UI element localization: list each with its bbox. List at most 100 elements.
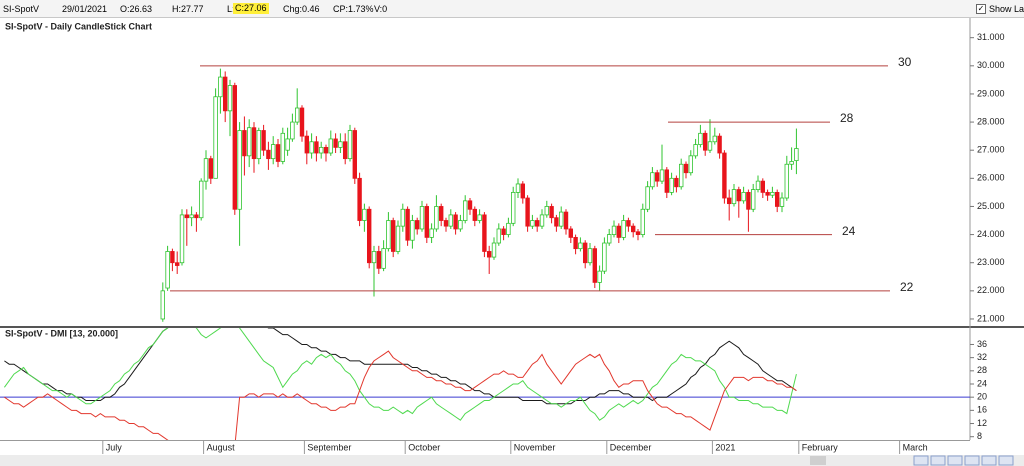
candle-body — [621, 220, 626, 238]
candle-body — [535, 220, 540, 227]
candle-body — [213, 96, 218, 179]
candle-body — [573, 236, 578, 250]
candle-body — [184, 214, 189, 219]
y-tick-label: 30.000 — [977, 60, 1005, 70]
candle-body — [520, 183, 525, 199]
candle-body — [563, 211, 569, 230]
candle-body — [318, 146, 324, 154]
symbol: SI-SpotV — [3, 4, 40, 14]
dmi-line — [4, 350, 797, 440]
y-tick-label: 24 — [977, 378, 987, 388]
candle-body — [722, 152, 727, 199]
candle-body — [179, 214, 185, 264]
candle-body — [544, 206, 549, 216]
candle-body — [429, 228, 434, 238]
candle-body — [679, 163, 684, 188]
candle-body — [693, 144, 698, 157]
candle-body — [189, 214, 194, 219]
candle-body — [746, 191, 751, 210]
dmi-line — [3, 328, 797, 421]
candle-body — [261, 130, 266, 151]
checkbox[interactable]: ✓ — [976, 4, 986, 14]
change-percent: CP:1.73% — [333, 4, 374, 14]
x-tick-label: March — [903, 442, 928, 452]
candle-body — [486, 251, 492, 258]
y-tick-label: 32 — [977, 352, 987, 362]
candle-body — [707, 141, 713, 151]
candle-body — [530, 220, 535, 227]
candle-body — [616, 225, 621, 238]
candle-body — [208, 158, 213, 179]
candle-body — [275, 144, 281, 162]
candle-body — [232, 85, 237, 210]
x-tick-label: August — [207, 442, 236, 452]
candle-body — [568, 228, 573, 238]
candle-body — [626, 220, 631, 227]
candle-body — [731, 189, 737, 205]
candle-body — [775, 191, 780, 207]
candle-body — [448, 214, 453, 227]
candle-body — [198, 180, 204, 219]
candle-body — [765, 191, 770, 196]
candle-body — [174, 262, 180, 266]
x-tick-label: July — [106, 442, 123, 452]
nav-buttons[interactable] — [913, 455, 1014, 466]
y-tick-label: 28 — [977, 365, 987, 375]
candle-body — [366, 208, 372, 264]
candle-body — [270, 144, 276, 160]
candle-body — [381, 248, 386, 269]
candle-body — [717, 135, 722, 154]
scrollbar[interactable] — [0, 455, 1024, 466]
candle-body — [352, 130, 357, 179]
candle-body — [477, 214, 482, 221]
y-tick-label: 31.000 — [977, 32, 1005, 42]
candle-body — [304, 135, 309, 154]
dmi-title: SI-SpotV - DMI [13, 20.000] — [5, 328, 118, 338]
candle-body — [434, 206, 439, 230]
candle-body — [338, 141, 343, 148]
candle-body — [203, 158, 209, 182]
candle-body — [650, 172, 655, 188]
y-tick-label: 21.000 — [977, 313, 1005, 323]
candle-body — [467, 200, 473, 210]
y-tick-label: 22.000 — [977, 285, 1005, 295]
candle-body — [659, 169, 665, 182]
high: H:27.77 — [172, 4, 204, 14]
level-label: 30 — [898, 55, 912, 69]
candle-body — [400, 208, 405, 227]
candle-body — [251, 127, 257, 160]
candle-body — [751, 189, 756, 210]
y-tick-label: 36 — [977, 339, 987, 349]
candle-body — [443, 220, 449, 227]
candle-body — [290, 121, 295, 140]
candle-body — [578, 242, 583, 250]
x-tick-label: September — [307, 442, 351, 452]
x-tick-label: 2021 — [715, 442, 735, 452]
candle-body — [496, 228, 501, 244]
candle-body — [669, 177, 674, 193]
y-tick-label: 8 — [977, 431, 982, 441]
candle-body — [510, 191, 516, 224]
candle-body — [333, 138, 338, 148]
candle-body — [419, 206, 425, 230]
candle-body — [256, 130, 261, 160]
scroll-thumb[interactable] — [810, 456, 826, 465]
candle-body — [784, 163, 789, 199]
candle-body — [635, 231, 641, 235]
show-last[interactable]: Show Last — [989, 4, 1024, 14]
level-label: 28 — [840, 111, 854, 125]
candle-body — [703, 132, 708, 151]
candle-body — [170, 251, 175, 264]
candle-body — [280, 132, 285, 162]
candle-body — [664, 169, 669, 193]
candle-body — [506, 222, 511, 235]
candle-body — [328, 138, 333, 154]
candle-body — [698, 132, 703, 145]
candle-body — [559, 211, 564, 227]
candle-body — [515, 183, 521, 193]
candle-body — [362, 208, 367, 221]
candle-body — [160, 290, 165, 320]
candle-body — [371, 251, 377, 264]
candle-body — [674, 177, 679, 188]
